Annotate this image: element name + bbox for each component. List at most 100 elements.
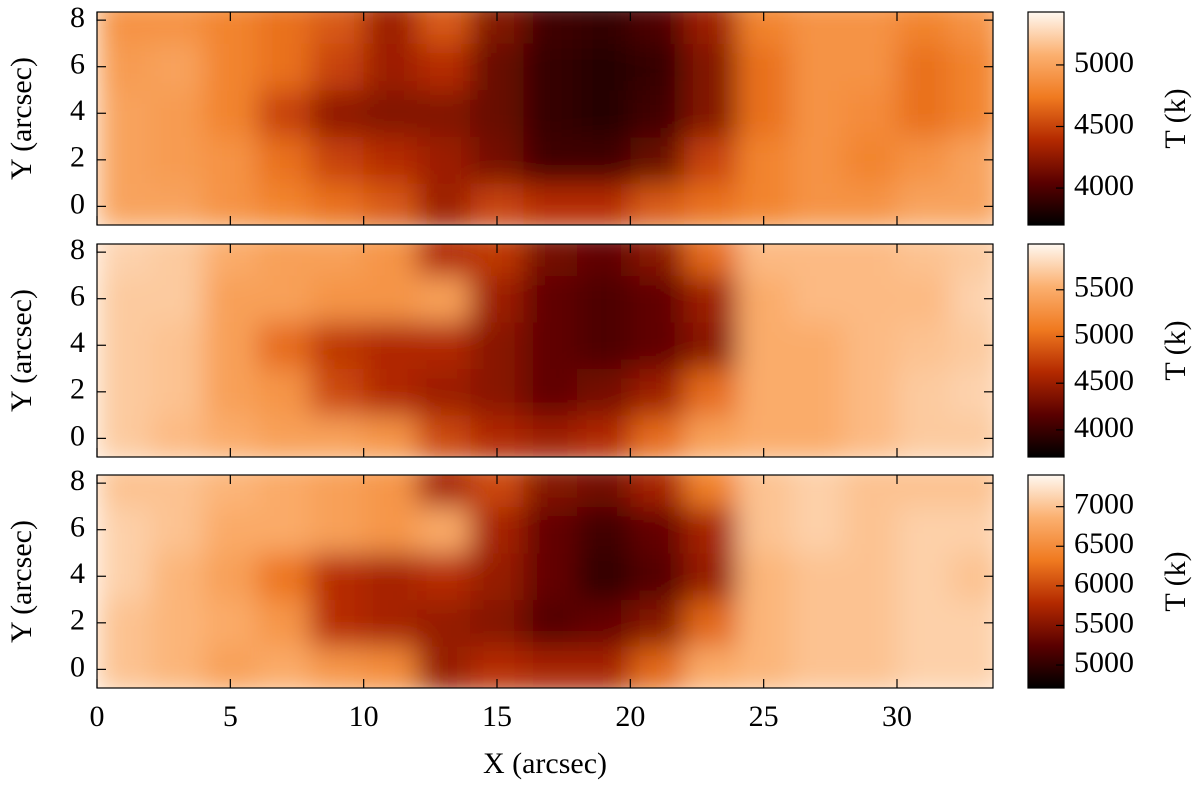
heat-cell (417, 368, 471, 416)
heat-cell (897, 43, 951, 91)
heatmap-cells (97, 12, 993, 225)
heat-cell (310, 275, 365, 323)
heat-cell (257, 552, 311, 601)
heat-cell (257, 183, 311, 225)
heat-cell (897, 475, 951, 507)
heat-cell (950, 368, 993, 416)
heat-cell (950, 244, 993, 276)
heat-cell (897, 321, 951, 370)
heat-cell (577, 244, 631, 276)
heat-cell (203, 136, 258, 184)
y-axis-label: Y (arcsec) (5, 289, 38, 412)
heat-cell (150, 244, 205, 276)
heat-cell (363, 43, 418, 91)
heat-cell (470, 321, 525, 370)
heat-cell (630, 136, 685, 184)
heat-cell (310, 244, 365, 276)
heat-cell (150, 552, 205, 601)
heat-cell (630, 275, 685, 323)
heat-cell (630, 646, 685, 688)
heat-cell (310, 599, 365, 647)
heat-cell (630, 12, 685, 44)
y-tick-label: 6 (70, 280, 85, 313)
y-tick-label: 0 (70, 187, 85, 220)
heat-cell (737, 552, 791, 601)
heat-cell (683, 506, 738, 554)
heat-cell (257, 89, 311, 138)
heat-cell (150, 368, 205, 416)
heat-cell (363, 599, 418, 647)
heat-cell (630, 475, 685, 507)
heat-cell (363, 475, 418, 507)
heat-cell (630, 321, 685, 370)
heat-cell (630, 552, 685, 601)
heat-cell (843, 552, 898, 601)
heat-cell (737, 89, 791, 138)
heat-cell (150, 321, 205, 370)
heat-cell (310, 136, 365, 184)
heat-cell (790, 244, 845, 276)
heat-cell (577, 415, 631, 457)
heat-cell (897, 275, 951, 323)
colorbar-tick-label: 5000 (1074, 46, 1134, 79)
heat-cell (363, 12, 418, 44)
heat-cell (417, 321, 471, 370)
heat-cell (363, 552, 418, 601)
heatmap (97, 12, 993, 225)
heat-cell (683, 646, 738, 688)
x-tick-label: 15 (482, 700, 512, 733)
heat-cell (630, 43, 685, 91)
heat-cell (150, 136, 205, 184)
heat-cell (150, 275, 205, 323)
colorbar-tick-label: 5000 (1074, 317, 1134, 350)
heat-cell (523, 12, 578, 44)
heat-cell (737, 12, 791, 44)
heat-cell (790, 646, 845, 688)
heat-cell (417, 552, 471, 601)
heat-cell (363, 646, 418, 688)
colorbar-tick-label: 6000 (1074, 567, 1134, 600)
heat-cell (257, 12, 311, 44)
heat-cell (203, 368, 258, 416)
heat-cell (203, 43, 258, 91)
heat-cell (897, 12, 951, 44)
heat-cell (897, 415, 951, 457)
x-tick-label: 5 (223, 700, 238, 733)
x-tick-label: 0 (90, 700, 105, 733)
heat-cell (683, 368, 738, 416)
heat-cell (523, 183, 578, 225)
colorbar-tick-label: 5500 (1074, 271, 1134, 304)
heat-cell (790, 415, 845, 457)
heat-cell (417, 475, 471, 507)
heat-cell (790, 368, 845, 416)
x-tick-label: 20 (615, 700, 645, 733)
y-tick-label: 8 (70, 233, 85, 266)
heat-cell (363, 244, 418, 276)
heat-cell (150, 415, 205, 457)
y-tick-label: 0 (70, 650, 85, 683)
heat-cell (950, 136, 993, 184)
heat-cell (310, 475, 365, 507)
y-tick-label: 2 (70, 373, 85, 406)
heat-cell (470, 368, 525, 416)
heat-cell (950, 415, 993, 457)
heat-cell (897, 368, 951, 416)
heat-cell (790, 552, 845, 601)
heat-cell (737, 136, 791, 184)
heat-cell (843, 506, 898, 554)
heat-cell (257, 506, 311, 554)
heat-cell (523, 244, 578, 276)
colorbar (1027, 11, 1065, 226)
heat-cell (843, 321, 898, 370)
heat-cell (310, 646, 365, 688)
heat-cell (737, 275, 791, 323)
x-axis-label: X (arcsec) (483, 747, 607, 780)
heat-cell (523, 506, 578, 554)
heat-cell (790, 183, 845, 225)
colorbar-tick-label: 5000 (1074, 646, 1134, 679)
heat-cell (203, 599, 258, 647)
heat-cell (470, 599, 525, 647)
heat-cell (683, 599, 738, 647)
